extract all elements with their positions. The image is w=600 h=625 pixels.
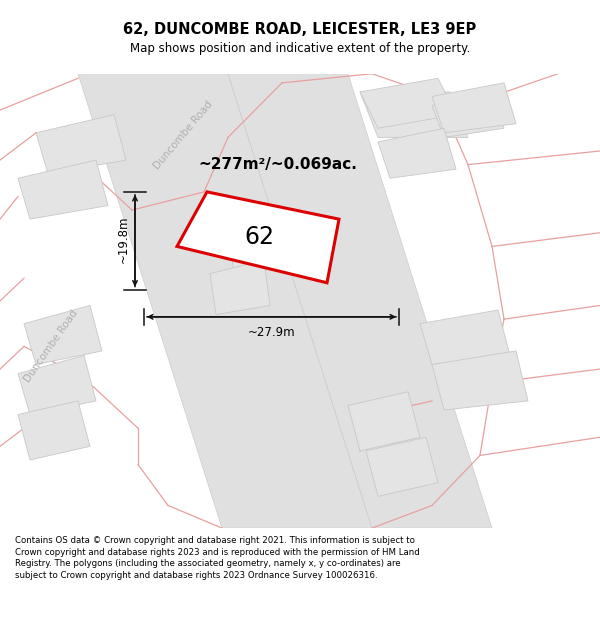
- Text: Contains OS data © Crown copyright and database right 2021. This information is : Contains OS data © Crown copyright and d…: [15, 536, 420, 580]
- Polygon shape: [24, 306, 102, 364]
- Text: Duncombe Road: Duncombe Road: [22, 308, 80, 384]
- Polygon shape: [18, 356, 96, 414]
- Polygon shape: [432, 83, 516, 133]
- Text: Map shows position and indicative extent of the property.: Map shows position and indicative extent…: [130, 42, 470, 54]
- Polygon shape: [36, 114, 126, 174]
- Text: ~277m²/~0.069ac.: ~277m²/~0.069ac.: [198, 157, 357, 172]
- Polygon shape: [228, 214, 282, 274]
- Text: 62, DUNCOMBE ROAD, LEICESTER, LE3 9EP: 62, DUNCOMBE ROAD, LEICESTER, LE3 9EP: [124, 22, 476, 37]
- Polygon shape: [348, 392, 420, 451]
- Polygon shape: [177, 192, 339, 282]
- Polygon shape: [432, 92, 504, 138]
- Text: ~27.9m: ~27.9m: [248, 326, 296, 339]
- Polygon shape: [432, 351, 528, 410]
- Polygon shape: [360, 78, 456, 128]
- Text: ~19.8m: ~19.8m: [116, 216, 130, 263]
- Text: 62: 62: [244, 226, 274, 249]
- Polygon shape: [420, 310, 510, 364]
- Polygon shape: [210, 260, 270, 314]
- Polygon shape: [360, 92, 468, 138]
- Polygon shape: [18, 401, 90, 460]
- Polygon shape: [18, 160, 108, 219]
- Polygon shape: [378, 128, 456, 178]
- Polygon shape: [78, 74, 372, 528]
- Polygon shape: [228, 74, 492, 528]
- Text: Duncombe Road: Duncombe Road: [152, 99, 214, 171]
- Polygon shape: [366, 438, 438, 496]
